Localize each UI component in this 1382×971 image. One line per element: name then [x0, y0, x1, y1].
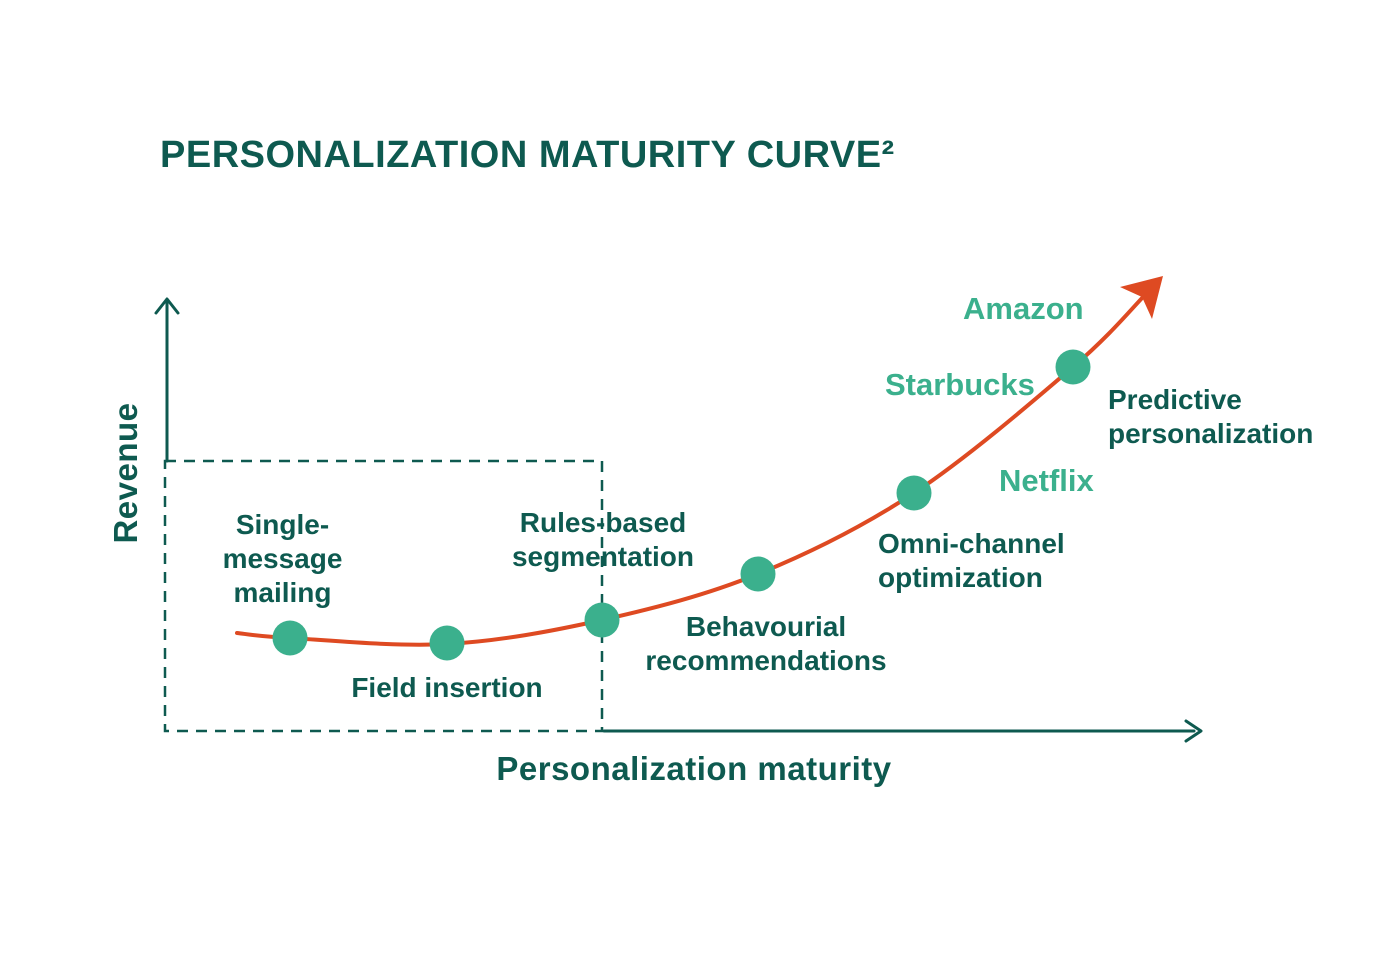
early-stages-dashed-box: [163, 459, 604, 733]
stage-label-omni-channel-optimization: Omni-channel optimization: [878, 528, 1065, 593]
page-title: PERSONALIZATION MATURITY CURVE²: [160, 134, 895, 176]
x-axis-label: Personalization maturity: [496, 750, 892, 787]
y-axis-label: Revenue: [107, 402, 144, 544]
stage-label-predictive-personalization: Predictive personalization: [1108, 384, 1314, 449]
stage-label-behavourial-recommendations: Behavourial recommendations: [645, 611, 887, 676]
brand-label-amazon: Amazon: [963, 291, 1084, 326]
brand-label-netflix: Netflix: [999, 463, 1094, 498]
maturity-curve: [235, 293, 1147, 647]
brand-label-starbucks: Starbucks: [885, 367, 1035, 402]
data-point: [1055, 349, 1091, 385]
data-point: [896, 475, 932, 511]
data-point: [584, 602, 620, 638]
curve-arrowhead-icon: [1120, 276, 1163, 319]
stage-label-rules-based-segmentation: Rules-based segmentation: [511, 507, 695, 572]
stage-label-field-insertion: Field insertion: [351, 672, 543, 703]
data-point: [740, 556, 776, 592]
x-axis-arrow-icon: [1184, 719, 1203, 743]
data-point: [429, 625, 465, 661]
data-points: [272, 349, 1091, 661]
data-point: [272, 620, 308, 656]
stage-label-single-message-mailing: Single- message mailing: [222, 509, 343, 608]
y-axis-arrow-icon: [154, 297, 180, 315]
